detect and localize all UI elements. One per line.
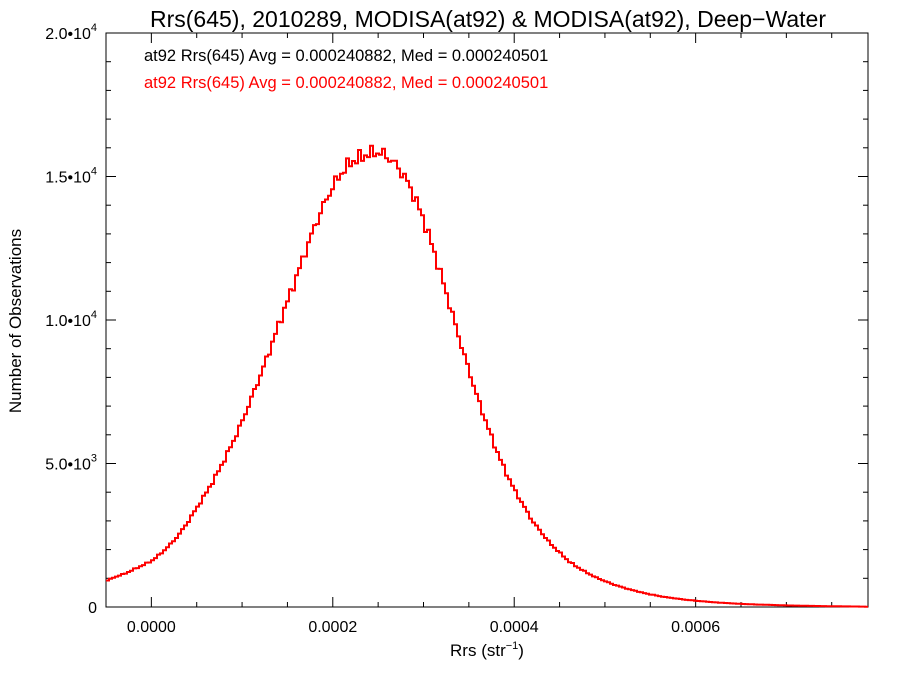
plot-frame [105,32,869,608]
chart-title: Rrs(645), 2010289, MODISA(at92) & MODISA… [150,6,826,32]
y-tick-label-exponent-1: 3 [91,453,97,465]
y-tick-label-3: 1.5•104 [45,166,97,187]
series-group [106,144,868,608]
legend-entry-1: at92 Rrs(645) Avg = 0.000240882, Med = 0… [144,74,548,92]
y-tick-label-mantissa-1: 5.0•10 [45,457,91,474]
plot-area: 0.0000 0.0002 0.0004 0.0006 05.0•1031.0•104… [45,22,869,636]
x-tick-label-2: 0.0004 [490,619,539,636]
y-axis-title: Number of Observations [6,229,25,413]
series-line-0 [106,144,868,608]
x-axis: 0.0000 0.0002 0.0004 0.0006 [105,33,833,636]
x-tick-label-0: 0.0000 [127,619,176,636]
x-axis-title-main: Rrs (str [450,641,506,660]
y-tick-label-2: 1.0•104 [45,309,97,330]
y-tick-label-mantissa-0: 0 [88,600,97,617]
y-tick-label-exponent-4: 4 [91,22,97,34]
y-tick-label-exponent-2: 4 [91,309,97,321]
legend: at92 Rrs(645) Avg = 0.000240882, Med = 0… [144,47,548,92]
y-tick-label-exponent-3: 4 [91,166,97,178]
y-tick-label-mantissa-3: 1.5•10 [45,170,91,187]
y-tick-label-mantissa-4: 2.0•10 [45,26,91,43]
x-axis-title: Rrs (str−1) [450,640,524,660]
y-tick-label-4: 2.0•104 [45,22,97,43]
legend-entry-0: at92 Rrs(645) Avg = 0.000240882, Med = 0… [144,47,548,65]
y-tick-label-1: 5.0•103 [45,453,97,474]
y-tick-label-mantissa-2: 1.0•10 [45,313,91,330]
x-axis-title-superscript: −1 [506,640,519,652]
y-tick-label-0: 0 [88,600,97,617]
x-axis-title-suffix: ) [518,641,524,660]
x-tick-label-3: 0.0006 [671,619,720,636]
x-tick-label-1: 0.0002 [308,619,357,636]
